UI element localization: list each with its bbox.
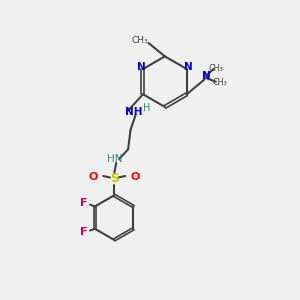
Text: N: N	[137, 62, 146, 72]
Text: O: O	[130, 172, 140, 182]
Text: CH₃: CH₃	[208, 64, 223, 73]
Text: CH₃: CH₃	[212, 78, 227, 87]
Text: O: O	[89, 172, 98, 182]
Text: S: S	[110, 172, 119, 185]
Text: H: H	[143, 103, 150, 112]
Text: F: F	[80, 199, 87, 208]
Text: NH: NH	[125, 107, 142, 117]
Text: CH₃: CH₃	[131, 36, 148, 45]
Text: N: N	[202, 71, 210, 81]
Text: N: N	[184, 62, 193, 72]
Text: HN: HN	[107, 154, 122, 164]
Text: F: F	[80, 227, 87, 237]
